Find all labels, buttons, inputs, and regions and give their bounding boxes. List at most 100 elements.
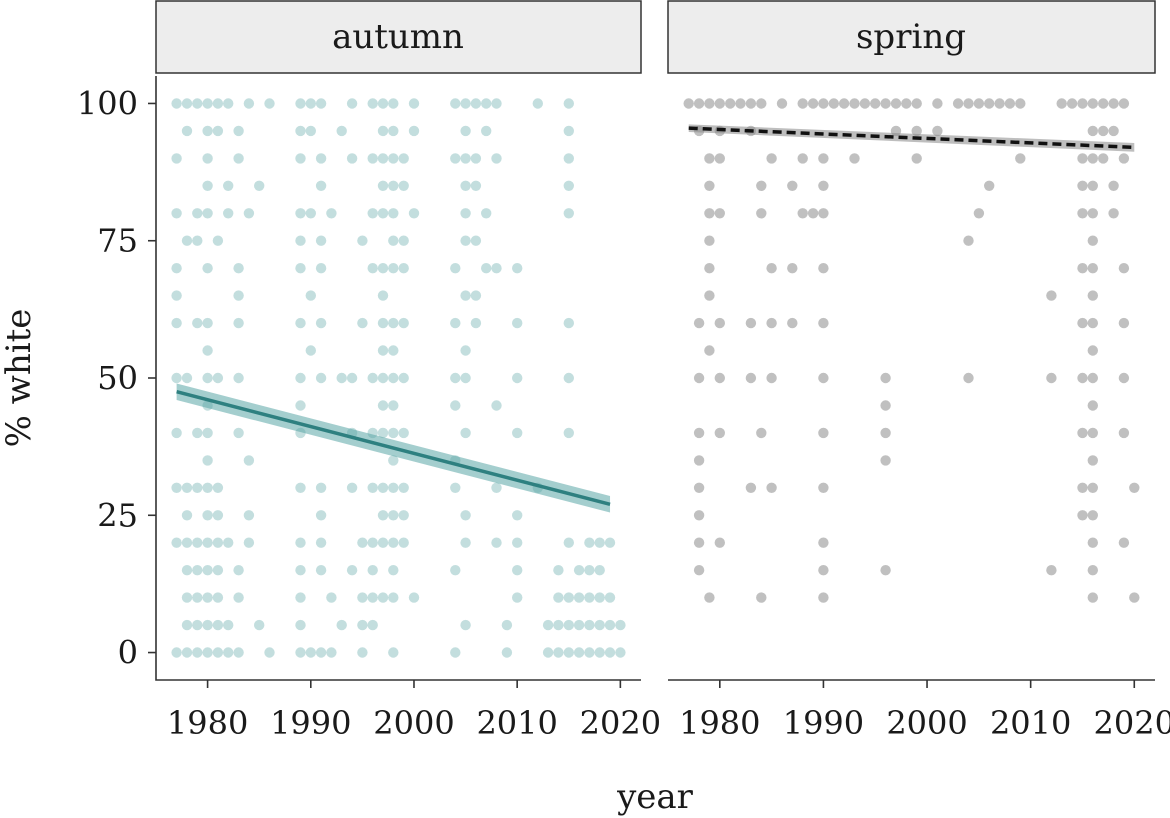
data-point bbox=[367, 263, 378, 274]
data-point bbox=[357, 592, 368, 603]
data-point bbox=[233, 317, 244, 329]
data-point bbox=[357, 235, 368, 246]
data-point bbox=[714, 153, 725, 164]
data-point bbox=[450, 482, 461, 493]
data-point bbox=[563, 592, 574, 603]
data-point bbox=[563, 427, 574, 439]
data-point bbox=[714, 317, 725, 329]
data-point bbox=[512, 537, 523, 548]
data-point bbox=[295, 400, 306, 411]
data-point bbox=[563, 208, 574, 219]
data-point bbox=[315, 537, 327, 548]
trend-line bbox=[176, 390, 611, 506]
data-point bbox=[745, 98, 757, 109]
data-point bbox=[491, 482, 502, 493]
data-point bbox=[1077, 510, 1088, 521]
confidence-band bbox=[688, 124, 1135, 152]
data-point bbox=[1087, 125, 1099, 137]
data-point bbox=[377, 510, 389, 521]
data-point bbox=[192, 592, 203, 603]
data-point bbox=[243, 537, 255, 548]
data-point bbox=[254, 180, 265, 191]
data-point bbox=[233, 565, 244, 576]
data-point bbox=[880, 400, 891, 411]
data-point bbox=[202, 372, 213, 384]
points-spring bbox=[683, 98, 1140, 603]
data-point bbox=[1108, 98, 1119, 109]
data-point bbox=[470, 98, 482, 109]
data-point bbox=[1077, 98, 1088, 109]
data-point bbox=[202, 125, 213, 137]
data-point bbox=[192, 98, 203, 109]
data-point bbox=[223, 647, 234, 658]
data-point bbox=[450, 153, 461, 164]
data-point bbox=[450, 565, 461, 576]
data-point bbox=[563, 125, 574, 137]
data-point bbox=[1077, 317, 1088, 329]
data-point bbox=[295, 208, 306, 219]
data-point bbox=[1087, 153, 1099, 164]
data-point bbox=[756, 180, 767, 191]
data-point bbox=[398, 482, 409, 493]
data-point bbox=[408, 125, 420, 137]
data-point bbox=[388, 263, 399, 274]
data-point bbox=[181, 592, 193, 603]
data-point bbox=[714, 427, 725, 439]
data-point bbox=[460, 153, 471, 164]
data-point bbox=[377, 345, 389, 356]
x-tick-label: 2020 bbox=[1094, 704, 1170, 742]
data-point bbox=[756, 208, 767, 219]
data-point bbox=[398, 427, 409, 439]
y-tick-label: 75 bbox=[97, 222, 138, 260]
data-point bbox=[181, 98, 193, 109]
data-point bbox=[398, 317, 409, 329]
data-point bbox=[346, 565, 358, 576]
data-point bbox=[481, 98, 492, 109]
data-point bbox=[460, 372, 471, 384]
data-point bbox=[388, 537, 399, 548]
data-point bbox=[714, 372, 725, 384]
x-axis-title: year bbox=[616, 777, 694, 817]
data-point bbox=[932, 98, 943, 109]
data-point bbox=[202, 263, 213, 274]
data-point bbox=[714, 98, 725, 109]
data-point bbox=[532, 98, 543, 109]
data-point bbox=[315, 153, 327, 164]
data-point bbox=[388, 317, 399, 329]
data-point bbox=[264, 98, 275, 109]
data-point bbox=[450, 263, 461, 274]
data-point bbox=[563, 98, 574, 109]
y-tick-label: 100 bbox=[77, 84, 138, 122]
data-point bbox=[604, 537, 616, 548]
trend-line bbox=[688, 126, 1135, 150]
data-point bbox=[1004, 98, 1016, 109]
data-point bbox=[1087, 345, 1099, 356]
data-point bbox=[450, 317, 461, 329]
data-point bbox=[315, 235, 327, 246]
data-point bbox=[594, 565, 605, 576]
data-point bbox=[367, 482, 378, 493]
data-point bbox=[501, 619, 513, 631]
data-point bbox=[254, 619, 265, 631]
y-axis-title: % white bbox=[0, 309, 39, 448]
data-point bbox=[553, 647, 564, 658]
data-point bbox=[192, 482, 203, 493]
data-point bbox=[450, 98, 461, 109]
x-tick-label: 2010 bbox=[990, 704, 1071, 742]
data-point bbox=[346, 372, 358, 384]
data-point bbox=[994, 98, 1005, 109]
data-point bbox=[460, 235, 471, 246]
data-point bbox=[725, 98, 736, 109]
data-point bbox=[377, 290, 389, 301]
data-point bbox=[1087, 317, 1099, 329]
data-point bbox=[491, 153, 502, 164]
data-point bbox=[377, 592, 389, 603]
data-point bbox=[357, 647, 368, 658]
data-point bbox=[693, 98, 705, 109]
data-point bbox=[563, 619, 574, 631]
data-point bbox=[377, 153, 389, 164]
data-point bbox=[460, 98, 471, 109]
data-point bbox=[181, 565, 193, 576]
data-point bbox=[542, 647, 554, 658]
data-point bbox=[315, 98, 327, 109]
